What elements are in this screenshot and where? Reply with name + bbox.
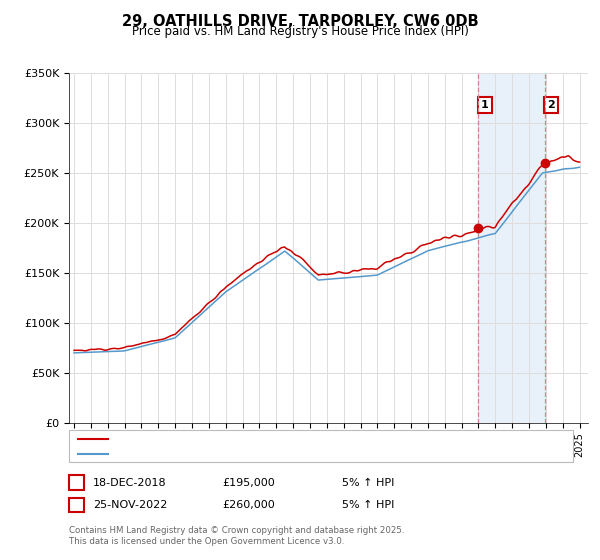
Text: 29, OATHILLS DRIVE, TARPORLEY, CW6 0DB (semi-detached house): 29, OATHILLS DRIVE, TARPORLEY, CW6 0DB (… <box>114 433 449 444</box>
Text: 2: 2 <box>73 498 80 512</box>
Text: £260,000: £260,000 <box>222 500 275 510</box>
Text: 1: 1 <box>73 476 80 489</box>
Text: 25-NOV-2022: 25-NOV-2022 <box>93 500 167 510</box>
Bar <box>478 73 545 423</box>
Text: Price paid vs. HM Land Registry's House Price Index (HPI): Price paid vs. HM Land Registry's House … <box>131 25 469 38</box>
Text: 5% ↑ HPI: 5% ↑ HPI <box>342 500 394 510</box>
Text: 29, OATHILLS DRIVE, TARPORLEY, CW6 0DB: 29, OATHILLS DRIVE, TARPORLEY, CW6 0DB <box>122 14 478 29</box>
Text: HPI: Average price, semi-detached house, Cheshire West and Chester: HPI: Average price, semi-detached house,… <box>114 449 461 459</box>
Text: 1: 1 <box>481 100 489 110</box>
Text: Contains HM Land Registry data © Crown copyright and database right 2025.
This d: Contains HM Land Registry data © Crown c… <box>69 526 404 546</box>
Text: 18-DEC-2018: 18-DEC-2018 <box>93 478 167 488</box>
Text: 5% ↑ HPI: 5% ↑ HPI <box>342 478 394 488</box>
Text: £195,000: £195,000 <box>222 478 275 488</box>
Text: 2: 2 <box>547 100 555 110</box>
